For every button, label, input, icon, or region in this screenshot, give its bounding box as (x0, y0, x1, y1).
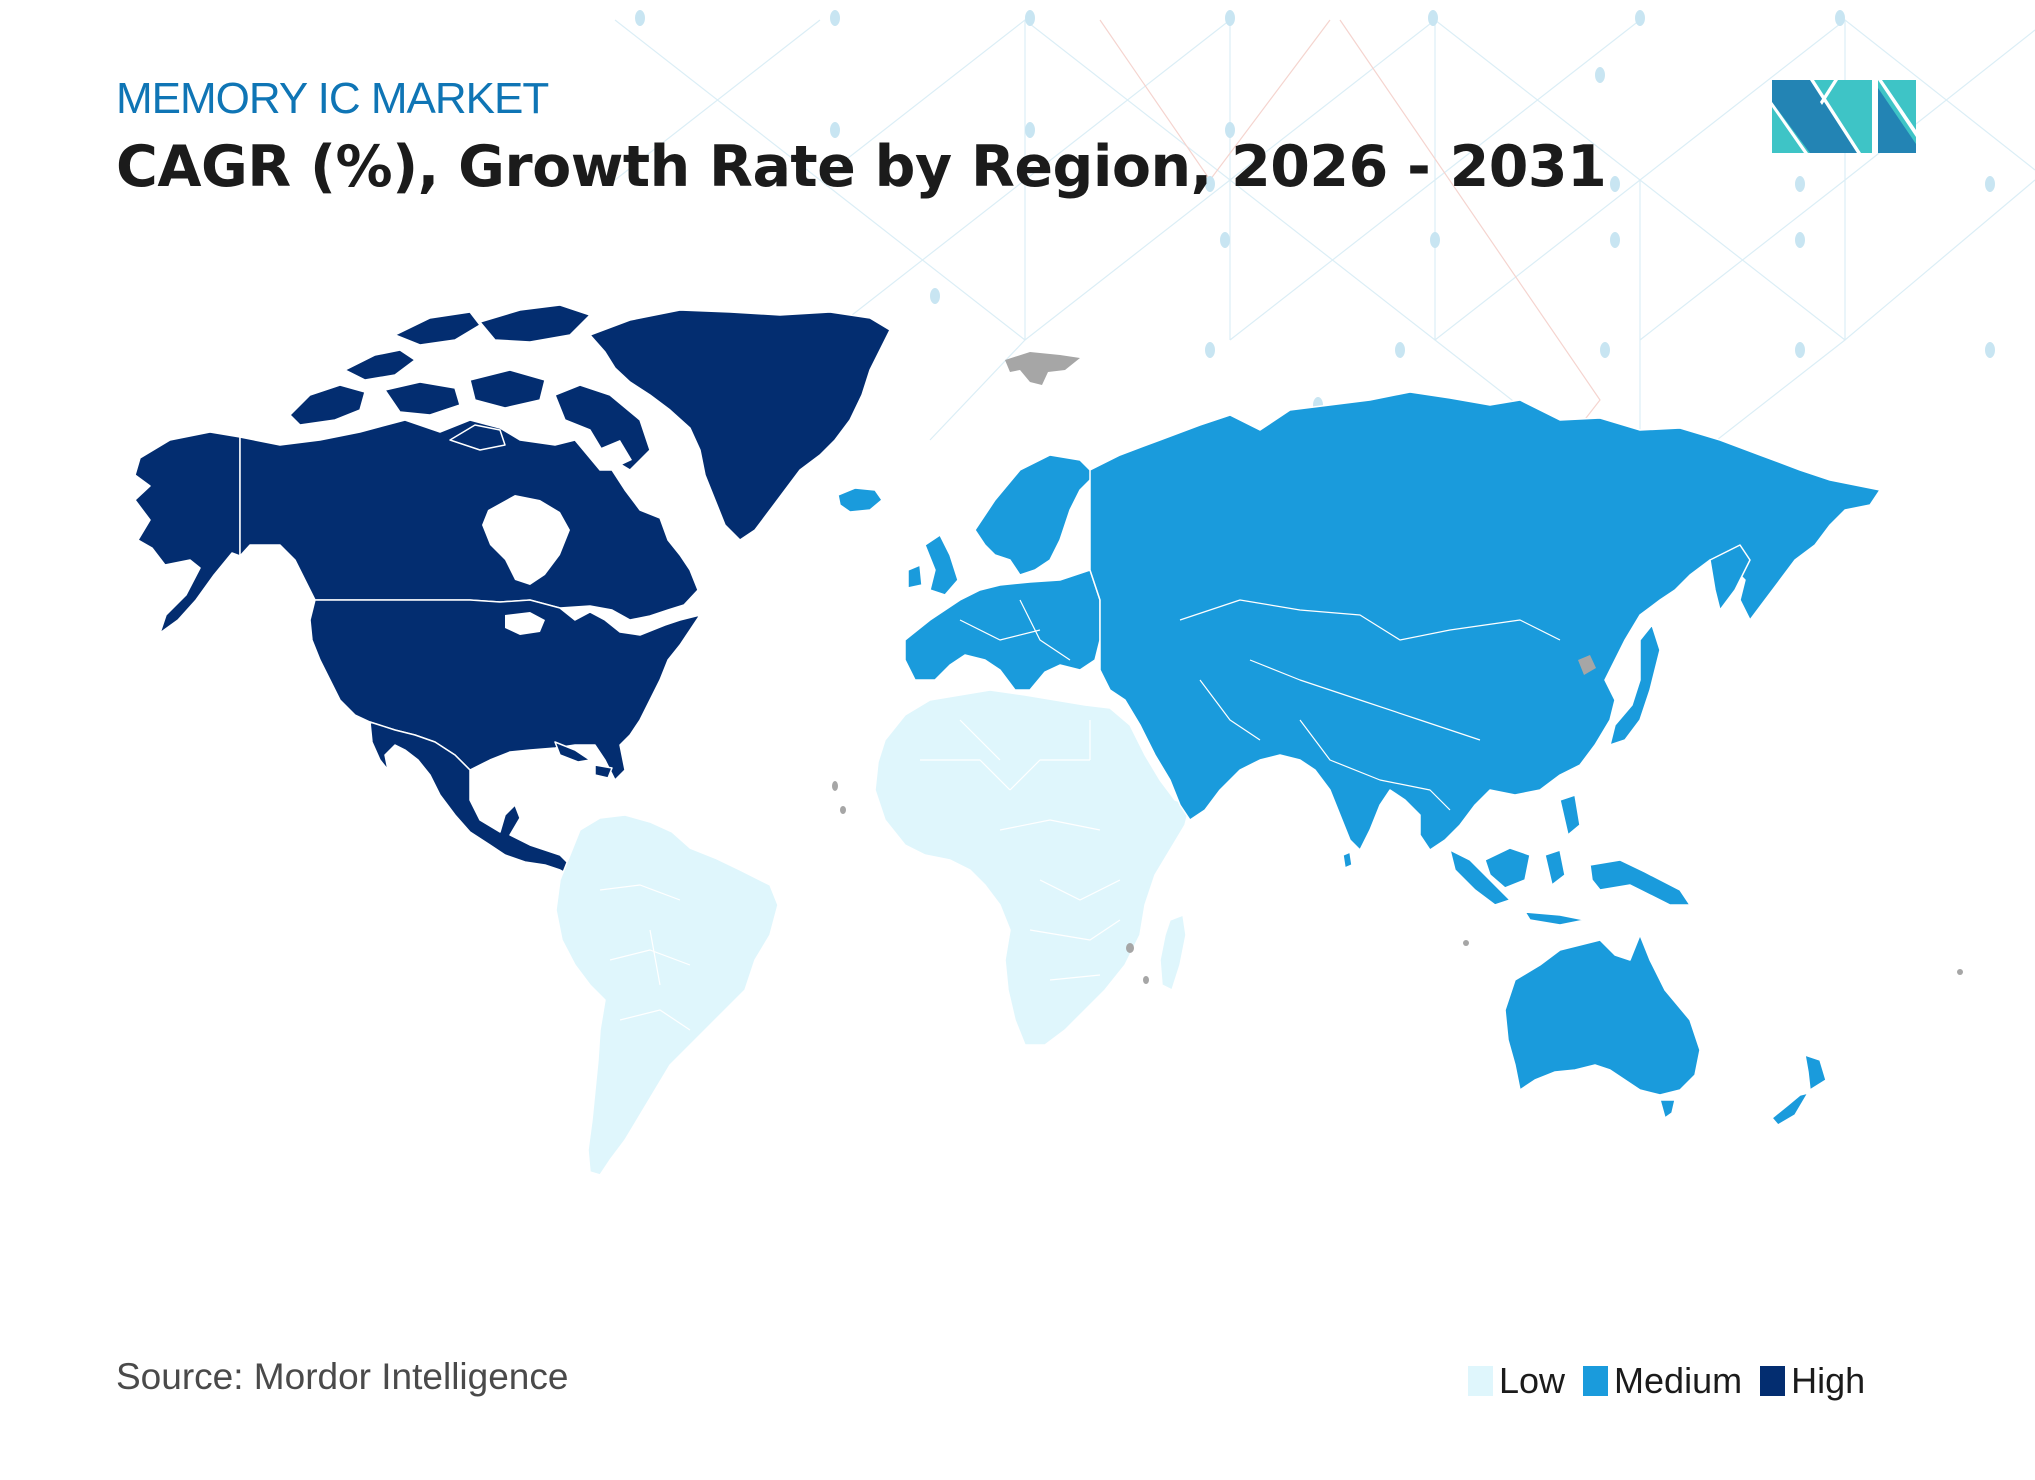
legend-item-low: Low (1468, 1360, 1565, 1402)
no-data-territories (832, 352, 1963, 984)
region-africa (874, 689, 1191, 1046)
legend-label-low: Low (1499, 1360, 1566, 1401)
mordor-intelligence-logo-icon (1772, 80, 1916, 153)
legend: Low Medium High (1468, 1360, 1883, 1402)
source-label: Source: Mordor Intelligence (116, 1356, 569, 1397)
region-south-america (555, 814, 779, 1176)
chart-subtitle: MEMORY IC MARKET (116, 74, 549, 123)
legend-item-medium: Medium (1583, 1360, 1742, 1402)
legend-item-high: High (1760, 1360, 1865, 1402)
chart-title: CAGR (%), Growth Rate by Region, 2026 - … (116, 134, 1607, 200)
legend-label-high: High (1791, 1360, 1866, 1401)
legend-swatch-high-icon (1760, 1366, 1786, 1396)
legend-label-medium: Medium (1614, 1360, 1743, 1401)
region-europe-asia (837, 391, 1881, 1126)
region-north-america (134, 304, 891, 879)
legend-swatch-medium-icon (1583, 1366, 1609, 1396)
water-bodies (470, 440, 632, 795)
legend-swatch-low-icon (1468, 1366, 1493, 1396)
